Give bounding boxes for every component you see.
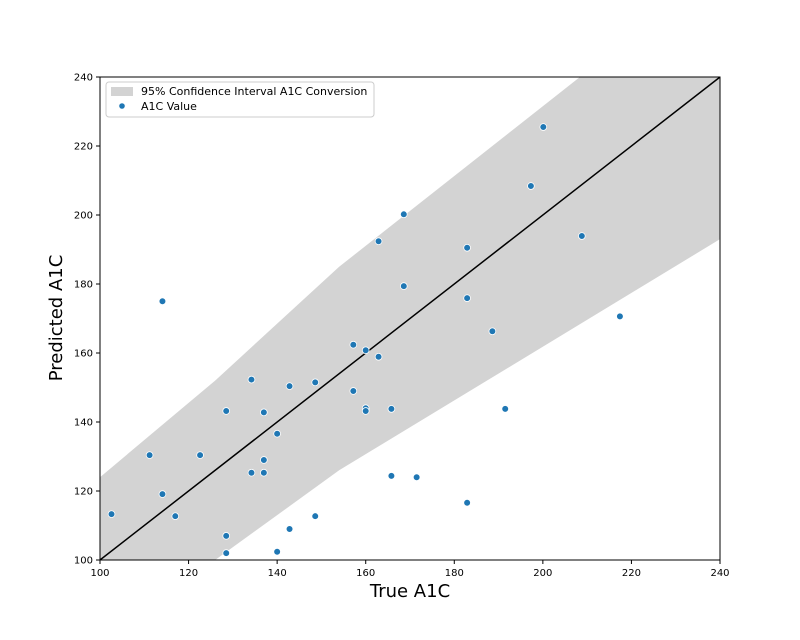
legend-band-swatch bbox=[111, 87, 133, 96]
data-point bbox=[285, 525, 294, 533]
data-point bbox=[527, 182, 535, 190]
data-point bbox=[463, 243, 471, 252]
legend-point-marker bbox=[118, 102, 126, 110]
data-point bbox=[361, 346, 370, 355]
data-point bbox=[501, 405, 510, 413]
y-tick-label: 200 bbox=[74, 211, 93, 222]
data-point bbox=[196, 451, 204, 459]
identity-line bbox=[100, 77, 720, 560]
data-point bbox=[247, 468, 256, 477]
data-points bbox=[107, 123, 624, 557]
x-tick-label: 100 bbox=[90, 568, 109, 579]
data-point bbox=[616, 312, 624, 321]
y-tick-label: 140 bbox=[74, 418, 93, 429]
plot-frame bbox=[99, 76, 721, 561]
legend-label-points: A1C Value bbox=[141, 100, 197, 113]
x-axis-title: True A1C bbox=[369, 581, 450, 602]
x-tick-label: 160 bbox=[356, 568, 375, 579]
plot-area bbox=[100, 77, 720, 560]
data-point bbox=[488, 327, 497, 336]
data-point bbox=[260, 468, 268, 477]
data-point bbox=[349, 340, 358, 349]
y-tick-label: 120 bbox=[74, 487, 93, 498]
y-tick-label: 180 bbox=[74, 280, 93, 291]
y-tick-label: 100 bbox=[74, 556, 93, 567]
data-point bbox=[311, 512, 320, 520]
data-point bbox=[539, 123, 548, 131]
data-point bbox=[260, 408, 268, 417]
legend: 95% Confidence Interval A1C Conversion A… bbox=[105, 81, 375, 118]
data-point bbox=[247, 375, 256, 384]
data-point bbox=[145, 451, 154, 459]
data-point bbox=[158, 490, 167, 498]
data-point bbox=[361, 407, 370, 415]
data-point bbox=[578, 232, 586, 240]
y-tick-label: 220 bbox=[74, 142, 93, 153]
data-point bbox=[273, 547, 281, 556]
y-tick-label: 240 bbox=[74, 73, 93, 84]
y-tick-label: 160 bbox=[74, 349, 93, 360]
data-point bbox=[374, 352, 383, 361]
x-tick-label: 220 bbox=[622, 568, 641, 579]
x-axis-ticks: 100 120 140 160 180 200 220 240 bbox=[90, 560, 730, 579]
data-point bbox=[273, 429, 281, 438]
x-tick-label: 180 bbox=[445, 568, 464, 579]
data-point bbox=[222, 549, 231, 557]
data-point bbox=[387, 472, 396, 480]
data-point bbox=[412, 473, 421, 482]
data-point bbox=[107, 510, 116, 518]
data-point bbox=[311, 378, 320, 387]
data-point bbox=[349, 387, 358, 395]
data-point bbox=[387, 405, 396, 413]
data-point bbox=[399, 282, 408, 290]
y-axis-title: Predicted A1C bbox=[46, 255, 67, 382]
legend-label-band: 95% Confidence Interval A1C Conversion bbox=[141, 85, 367, 98]
data-point bbox=[374, 237, 383, 246]
legend-box bbox=[105, 81, 375, 118]
data-point bbox=[260, 456, 268, 464]
data-point bbox=[463, 498, 471, 507]
x-tick-label: 200 bbox=[533, 568, 552, 579]
data-point bbox=[158, 297, 167, 306]
x-tick-label: 120 bbox=[179, 568, 198, 579]
y-axis-ticks: 100 120 140 160 180 200 220 240 bbox=[74, 73, 100, 567]
data-point bbox=[222, 532, 231, 540]
x-tick-label: 240 bbox=[710, 568, 729, 579]
data-point bbox=[171, 512, 180, 520]
data-point bbox=[285, 382, 294, 390]
data-point bbox=[399, 210, 408, 219]
x-tick-label: 140 bbox=[268, 568, 287, 579]
data-point bbox=[463, 294, 471, 302]
data-point bbox=[222, 407, 231, 415]
